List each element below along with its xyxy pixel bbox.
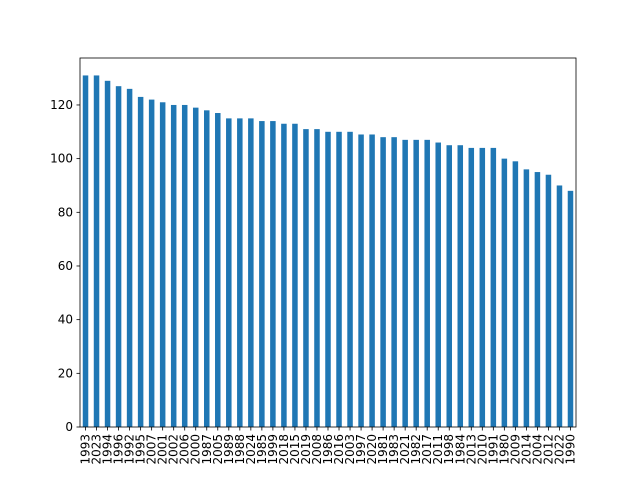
bar (545, 174, 552, 427)
x-tick-label: 1996 (112, 434, 126, 465)
bar (226, 118, 232, 427)
x-tick-label: 2000 (189, 434, 203, 465)
bar (137, 96, 144, 428)
x-tick-label: 2023 (90, 434, 104, 465)
x-tick-label: 2016 (332, 434, 346, 465)
x-tick-label: 1984 (453, 434, 467, 465)
bar (292, 123, 298, 428)
x-tick-label: 2006 (178, 434, 192, 465)
bar (170, 104, 177, 428)
bar (523, 169, 530, 427)
x-tick-label: 1999 (266, 434, 280, 465)
bar (556, 185, 563, 427)
x-tick-label: 1983 (387, 434, 401, 465)
x-tick-label: 1990 (563, 434, 577, 465)
x-tick-label: 2003 (343, 434, 357, 465)
bar (402, 139, 408, 428)
y-tick-label: 80 (58, 205, 73, 219)
bar (534, 172, 541, 427)
bar (424, 139, 430, 428)
x-tick-label: 2012 (541, 434, 555, 465)
x-tick-label: 1987 (200, 434, 214, 465)
bar (358, 134, 364, 427)
y-tick-label: 40 (58, 313, 73, 327)
x-tick-label: 1986 (321, 434, 335, 465)
bar (237, 118, 243, 427)
x-tick-label: 1991 (486, 434, 500, 465)
bar (192, 107, 199, 427)
x-tick-label: 1980 (497, 434, 511, 465)
x-tick-label: 2015 (288, 434, 302, 465)
bar (413, 139, 419, 428)
bar (347, 131, 353, 428)
y-tick-label: 120 (50, 98, 73, 112)
bar (490, 147, 497, 427)
x-tick-label: 2004 (530, 434, 544, 465)
x-tick-label: 2017 (420, 434, 434, 465)
bar (457, 145, 464, 427)
x-tick-label: 2024 (244, 434, 258, 465)
x-tick-label: 2018 (277, 434, 291, 465)
bar (259, 121, 265, 427)
bar (115, 86, 122, 427)
bar (82, 75, 89, 427)
x-tick-label: 1988 (233, 434, 247, 465)
x-tick-label: 2002 (167, 434, 181, 465)
plot-frame (79, 57, 577, 428)
bar (204, 110, 210, 428)
x-tick-label: 2021 (398, 434, 412, 465)
bar (336, 131, 342, 428)
bar (104, 80, 111, 427)
x-tick-label: 2008 (310, 434, 324, 465)
x-tick-label: 1998 (442, 434, 456, 465)
bar (126, 88, 133, 427)
x-tick-label: 2014 (519, 434, 533, 465)
y-tick-label: 20 (58, 366, 73, 380)
x-tick-label: 2010 (475, 434, 489, 465)
bar (380, 137, 386, 427)
x-tick-label: 2022 (552, 434, 566, 465)
bar (512, 161, 519, 427)
y-tick-label: 0 (65, 420, 73, 434)
y-tick-label: 100 (50, 152, 73, 166)
bar (215, 113, 221, 428)
bar (93, 75, 100, 427)
x-tick-label: 1993 (79, 434, 93, 465)
bar (181, 104, 188, 428)
x-tick-label: 2005 (211, 434, 225, 465)
x-tick-label: 2011 (431, 434, 445, 465)
x-tick-label: 2001 (156, 434, 170, 465)
x-tick-label: 2013 (464, 434, 478, 465)
x-tick-label: 1989 (222, 434, 236, 465)
bar (446, 145, 452, 427)
bar (270, 121, 276, 427)
bar (435, 142, 441, 427)
bar (248, 118, 254, 427)
x-tick-label: 1985 (255, 434, 269, 465)
x-tick-label: 2019 (299, 434, 313, 465)
bar (479, 147, 486, 427)
x-tick-label: 2009 (508, 434, 522, 465)
y-tick-label: 60 (58, 259, 73, 273)
x-tick-label: 2020 (365, 434, 379, 465)
bar (468, 147, 475, 427)
x-tick-label: 1995 (134, 434, 148, 465)
bar (391, 137, 397, 427)
bar (281, 123, 287, 428)
bar (303, 129, 309, 427)
bar (148, 99, 155, 427)
x-tick-label: 1982 (409, 434, 423, 465)
x-tick-label: 1997 (354, 434, 368, 465)
bar (325, 131, 331, 428)
bar (501, 158, 508, 428)
x-tick-label: 2007 (145, 434, 159, 465)
x-tick-label: 1992 (123, 434, 137, 465)
bar (369, 134, 375, 427)
bar (567, 190, 574, 427)
x-tick-label: 1981 (376, 434, 390, 465)
x-tick-label: 1994 (101, 434, 115, 465)
bar (314, 129, 320, 427)
bar (159, 102, 166, 427)
